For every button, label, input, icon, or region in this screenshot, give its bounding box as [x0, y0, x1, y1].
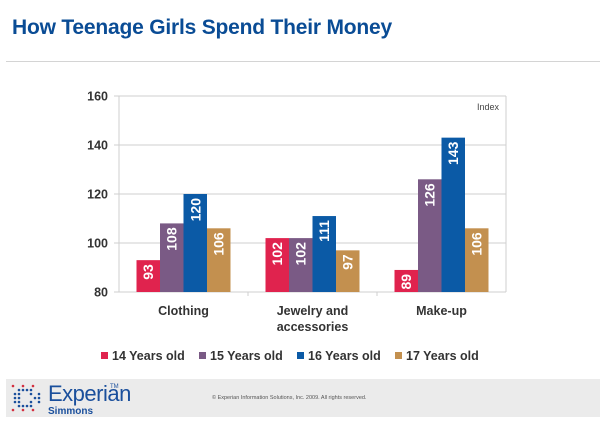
y-axis-ticks: 80 100 120 140 160 — [87, 90, 108, 300]
bar-value-label: 93 — [140, 264, 156, 280]
logo-subbrand: Simmons — [48, 406, 94, 417]
y-tick-label: 140 — [87, 139, 108, 153]
logo-trademark: TM — [110, 384, 119, 390]
legend-swatch — [297, 352, 304, 359]
page-title: How Teenage Girls Spend Their Money — [12, 16, 393, 39]
bar — [160, 223, 184, 292]
bar-value-label: 111 — [316, 220, 332, 242]
bar-value-label: 89 — [398, 274, 414, 290]
x-category-label: accessories — [277, 320, 349, 334]
x-category-label: Clothing — [158, 304, 209, 318]
bar — [289, 238, 313, 292]
bar-value-label: 143 — [445, 141, 461, 165]
legend-swatch — [101, 352, 108, 359]
logo-dots-icon — [11, 384, 41, 412]
x-category-label: Make-up — [416, 304, 467, 318]
legend-label: 15 Years old — [210, 349, 283, 363]
bar-chart: 80 100 120 140 160 93 108 120 106 102 102 111 97 89 1… — [87, 90, 507, 363]
bar — [336, 250, 360, 292]
legend-label: 14 Years old — [112, 349, 185, 363]
legend-label: 16 Years old — [308, 349, 381, 363]
footer-bar — [6, 379, 600, 417]
bar — [207, 228, 231, 292]
logo-wordmark: Experian — [48, 381, 131, 406]
bar-value-label: 102 — [269, 242, 285, 266]
bar — [394, 269, 418, 292]
title-divider — [6, 61, 600, 62]
legend-swatch — [199, 352, 206, 359]
bar — [465, 228, 489, 292]
index-label: Index — [477, 102, 500, 112]
bar-value-label: 126 — [422, 183, 438, 207]
bars: 93 108 120 106 102 102 111 97 89 126 143 106 — [136, 137, 489, 292]
bar — [418, 179, 442, 292]
legend: 14 Years old 15 Years old 16 Years old 17 Y… — [101, 349, 479, 363]
legend-label: 17 Years old — [406, 349, 479, 363]
y-tick-label: 80 — [94, 286, 108, 300]
bar — [265, 238, 289, 292]
bar-value-label: 106 — [211, 232, 227, 256]
legend-swatch — [395, 352, 402, 359]
copyright-text: © Experian Information Solutions, Inc. 2… — [212, 395, 367, 401]
x-axis-labels: Clothing Jewelry and accessories Make-up — [158, 304, 467, 334]
y-tick-label: 160 — [87, 90, 108, 104]
y-tick-label: 120 — [87, 188, 108, 202]
bar-value-label: 108 — [164, 227, 180, 251]
bar — [441, 137, 465, 292]
bar — [136, 260, 160, 292]
bar-value-label: 106 — [469, 232, 485, 256]
experian-logo: Experian TM Simmons — [10, 381, 131, 421]
bar — [183, 194, 207, 292]
bar — [312, 216, 336, 292]
bar-value-label: 97 — [340, 254, 356, 270]
bar-value-label: 120 — [187, 198, 203, 222]
x-category-label: Jewelry and — [277, 304, 349, 318]
y-tick-label: 100 — [87, 237, 108, 251]
bar-value-label: 102 — [293, 242, 309, 266]
